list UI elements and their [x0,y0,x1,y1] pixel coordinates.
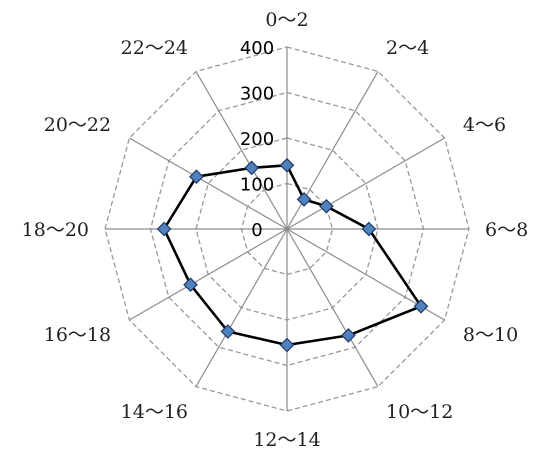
spoke-7 [195,228,288,387]
tick-label: 200 [240,129,274,150]
tick-label: 400 [240,38,274,59]
category-labels: 0～2 2～4 4～6 6～8 8～10 10～12 12～14 14～16 16～18 18～2… [22,9,529,451]
data-point-6 [279,337,295,353]
data-point-5 [341,328,356,343]
category-label: 12～14 [253,429,320,451]
tick-label: 300 [240,84,274,105]
data-point-0 [279,157,295,173]
data-point-2 [319,198,334,214]
data-point-8 [183,277,198,293]
tick-label: 0 [251,220,262,241]
category-label: 4～6 [463,114,506,136]
data-point-10 [189,169,204,185]
category-label: 2～4 [386,37,429,59]
category-label: 16～18 [44,324,111,346]
category-label: 22～24 [121,37,188,59]
series [156,157,429,353]
data-point-7 [220,324,236,339]
category-label: 18～20 [22,219,89,241]
spoke-8 [129,228,288,321]
data-point-1 [296,192,312,207]
data-point-3 [361,221,377,237]
category-label: 14～16 [121,401,188,423]
category-label: 8～10 [463,324,518,346]
data-point-11 [244,160,260,176]
spoke-10 [129,137,288,230]
spoke-2 [286,137,445,230]
category-label: 0～2 [265,9,308,31]
data-point-4 [413,298,429,314]
spoke-11 [195,71,288,230]
radial-ticks: 0 100 200 300 400 [240,38,274,241]
category-label: 6～8 [485,219,528,241]
tick-label: 100 [240,175,274,196]
category-label: 20～22 [44,114,111,136]
spoke-5 [286,228,379,387]
data-point-9 [156,221,172,237]
category-label: 10～12 [386,401,453,423]
spokes [105,47,469,411]
